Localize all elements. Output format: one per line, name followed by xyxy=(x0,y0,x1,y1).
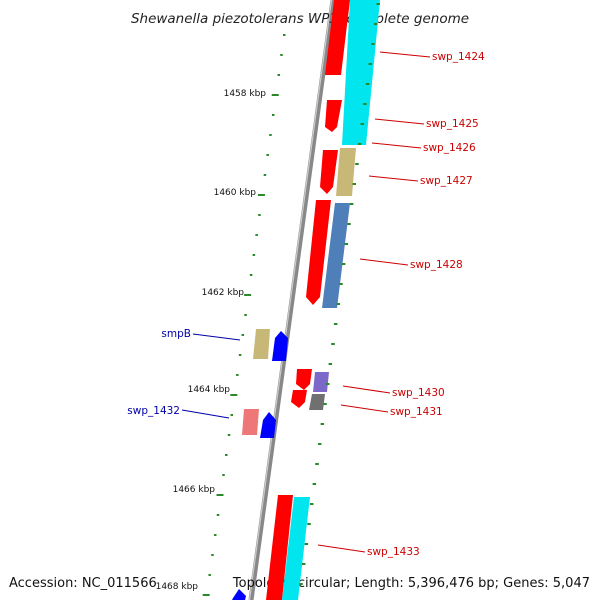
tick-label-1462: 1462 kbp xyxy=(202,288,245,298)
label-connectors-right xyxy=(317,51,431,553)
gene-label-swp-1432: swp_1432 xyxy=(127,405,180,417)
gene-cyan-1 xyxy=(342,0,380,145)
accession-text: Accession: NC_011566 xyxy=(9,576,157,591)
gene-steelblue-1428 xyxy=(322,203,350,308)
label-connectors-left xyxy=(181,333,241,419)
gene-label-swp-1426: swp_1426 xyxy=(423,142,476,154)
connector-swp-1424 xyxy=(379,51,431,58)
connector-smpb xyxy=(192,333,241,341)
gene-slateblue-1430 xyxy=(313,372,329,392)
map-title: Shewanella piezotolerans WP3, complete g… xyxy=(131,11,469,27)
tick-label-1466: 1466 kbp xyxy=(173,485,216,495)
gene-label-swp-1425: swp_1425 xyxy=(426,118,479,130)
tick-label-1458: 1458 kbp xyxy=(224,89,267,99)
scale-ticks-right xyxy=(299,3,380,585)
gene-swp-1425 xyxy=(325,100,342,132)
genome-backbone-highlight xyxy=(248,0,333,600)
gene-swp-1426 xyxy=(320,150,338,194)
scale-ticks-left xyxy=(202,34,286,596)
tick-label-1464: 1464 kbp xyxy=(188,385,231,395)
tick-label-1468: 1468 kbp xyxy=(156,582,199,592)
gene-swp-1433 xyxy=(266,495,293,600)
gene-smpb xyxy=(272,331,288,361)
gene-label-swp-1427: swp_1427 xyxy=(420,175,473,187)
connector-swp-1426 xyxy=(371,142,422,149)
gene-swp-1428-red xyxy=(306,200,331,305)
gene-bottom-blue xyxy=(232,589,246,600)
connector-swp-1432 xyxy=(181,409,230,419)
tick-label-1460: 1460 kbp xyxy=(214,188,257,198)
connector-swp-1428 xyxy=(359,258,409,266)
gene-label-smpb: smpB xyxy=(161,328,191,340)
gene-pink-1432 xyxy=(242,409,259,435)
connector-swp-1431 xyxy=(340,404,389,413)
gene-khaki-1427 xyxy=(336,148,356,196)
gene-label-swp-1433: swp_1433 xyxy=(367,546,420,558)
gene-gray-1431 xyxy=(309,394,325,410)
gene-label-swp-1430: swp_1430 xyxy=(392,387,445,399)
connector-swp-1425 xyxy=(374,118,425,125)
gene-label-swp-1431: swp_1431 xyxy=(390,406,443,418)
connector-swp-1430 xyxy=(342,385,391,394)
connector-swp-1427 xyxy=(368,175,419,182)
gene-cyan-1433 xyxy=(282,497,310,600)
genome-backbone xyxy=(248,0,336,600)
topology-text: Topology: circular; Length: 5,396,476 bp… xyxy=(232,576,590,591)
gene-label-swp-1428: swp_1428 xyxy=(410,259,463,271)
gene-swp-1430 xyxy=(296,369,312,390)
gene-swp-1432 xyxy=(260,412,276,438)
gene-khaki-smpb xyxy=(253,329,270,359)
connector-swp-1433 xyxy=(317,544,366,553)
gene-label-swp-1424: swp_1424 xyxy=(432,51,485,63)
gene-swp-1431 xyxy=(291,390,307,408)
gene-swp-1424 xyxy=(325,0,350,75)
